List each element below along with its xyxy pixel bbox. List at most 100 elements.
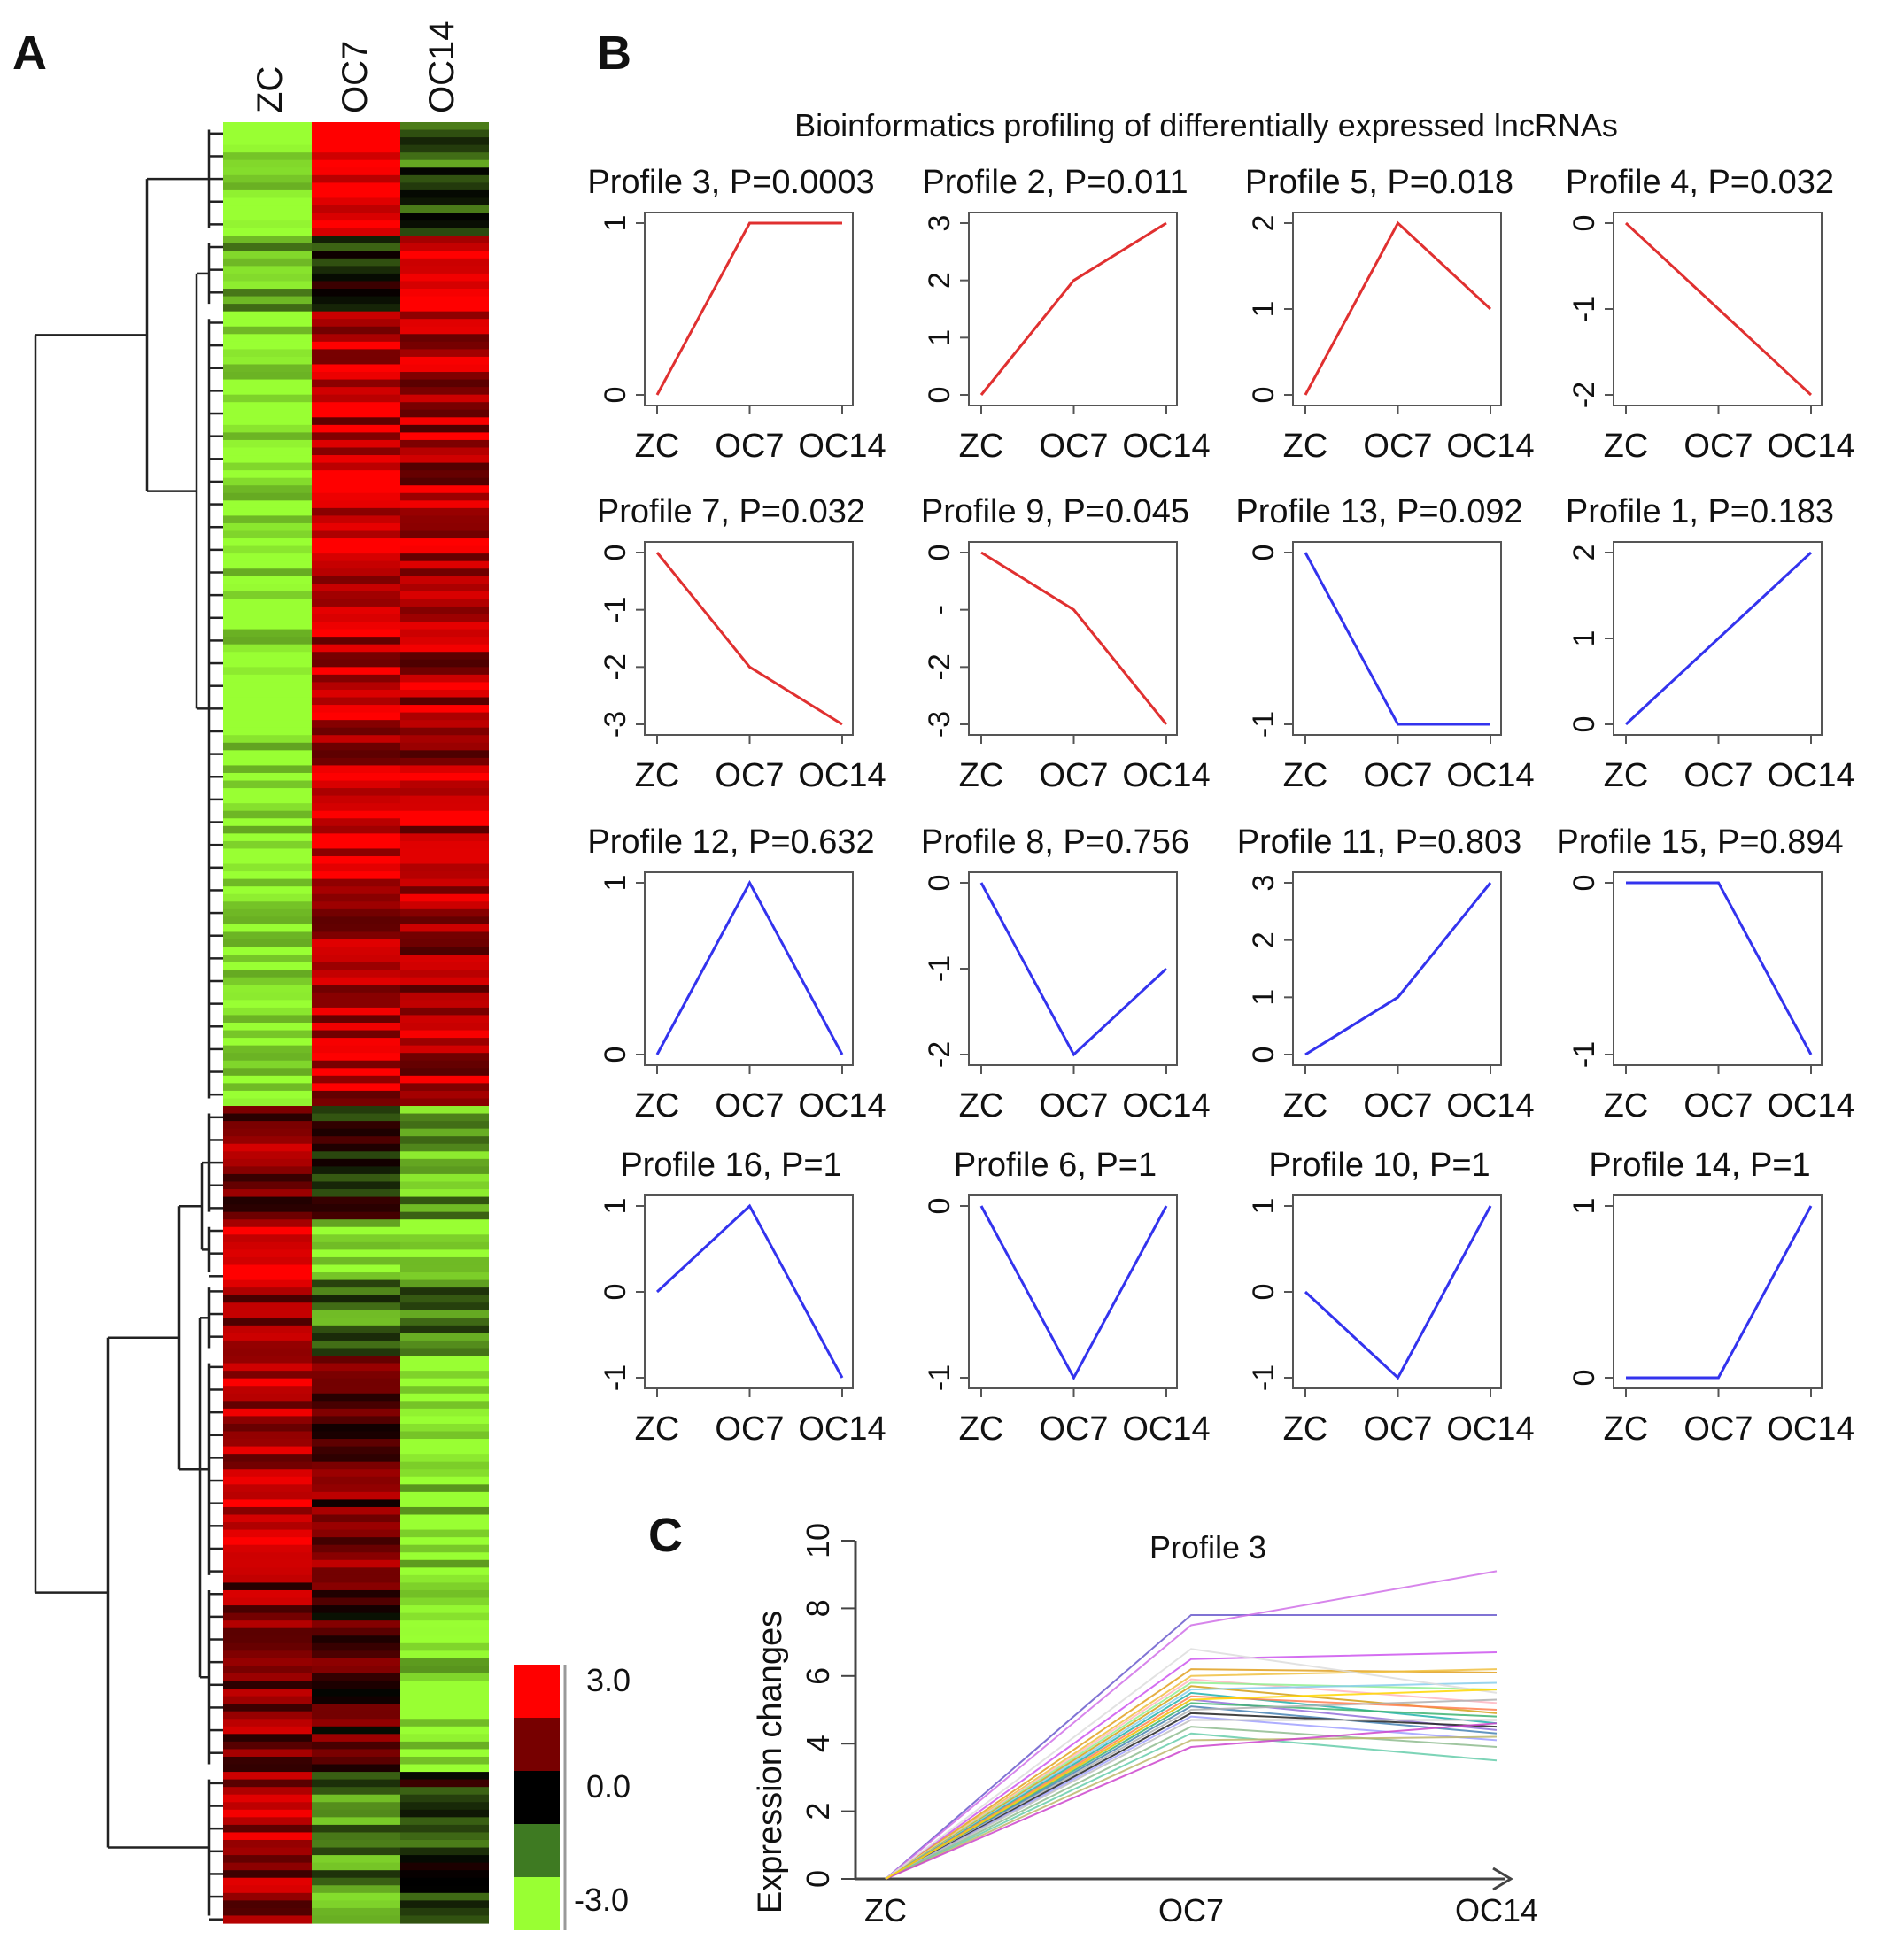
- heatmap-cell: [400, 167, 489, 176]
- heatmap-cell: [223, 1794, 312, 1803]
- heatmap-cell: [223, 122, 312, 131]
- heatmap-cell: [312, 833, 400, 842]
- x-tick-label: ZC: [635, 1087, 680, 1125]
- heatmap-cell: [223, 1226, 312, 1235]
- heatmap-cell: [223, 1030, 312, 1039]
- heatmap-cell: [312, 1000, 400, 1009]
- heatmap-cell: [223, 1832, 312, 1841]
- heatmap-cell: [223, 1007, 312, 1016]
- y-tick-label: 6: [800, 1667, 836, 1685]
- x-tick-label: OC7: [1683, 1411, 1753, 1448]
- heatmap-cell: [312, 281, 400, 290]
- heatmap-cell: [400, 1090, 489, 1100]
- heatmap-cell: [223, 697, 312, 706]
- series-line: [885, 1702, 1498, 1880]
- heatmap-cell: [223, 530, 312, 539]
- series-line: [885, 1705, 1498, 1880]
- heatmap-cell: [223, 1537, 312, 1546]
- heatmap-cell: [312, 1900, 400, 1909]
- panel-c-title: Profile 3: [1149, 1529, 1266, 1565]
- heatmap-cell: [400, 1855, 489, 1864]
- x-tick-label: ZC: [635, 757, 680, 794]
- heatmap-cell: [400, 220, 489, 229]
- heatmap-cell: [223, 584, 312, 592]
- heatmap-cell: [312, 530, 400, 539]
- heatmap-cell: [223, 1446, 312, 1455]
- y-tick-label: 10: [800, 1523, 836, 1558]
- y-tick-label: -1: [923, 1364, 956, 1391]
- heatmap-cell: [312, 1015, 400, 1024]
- heatmap-cell: [400, 697, 489, 706]
- profile-chart: Profile 9, P=0.045 ZC OC7 OC14 -3 -2 - 0: [921, 493, 1211, 794]
- heatmap-cell: [400, 1824, 489, 1834]
- y-tick-label: -2: [923, 653, 956, 680]
- heatmap-cell: [312, 507, 400, 517]
- heatmap-cell: [223, 545, 312, 554]
- heatmap-cell: [400, 1877, 489, 1886]
- heatmap-cell: [400, 1544, 489, 1553]
- heatmap-cell: [312, 970, 400, 978]
- heatmap-cell: [400, 1226, 489, 1235]
- heatmap-cell: [400, 795, 489, 804]
- heatmap-cell: [400, 1627, 489, 1636]
- heatmap-cell: [223, 985, 312, 993]
- profiles-title: Bioinformatics profiling of differential…: [794, 107, 1618, 143]
- heatmap-cell: [400, 1734, 489, 1743]
- heatmap-cell: [312, 712, 400, 721]
- heatmap-cell: [400, 1287, 489, 1296]
- heatmap-cell: [312, 1794, 400, 1803]
- heatmap-cell: [223, 599, 312, 607]
- heatmap-cell: [400, 1211, 489, 1220]
- heatmap-cell: [223, 1802, 312, 1811]
- y-tick-label: 0: [923, 545, 956, 561]
- heatmap-cell: [400, 1143, 489, 1152]
- heatmap-cell: [223, 757, 312, 767]
- heatmap-cell: [400, 629, 489, 638]
- heatmap-cell: [223, 417, 312, 426]
- legend-swatch: [514, 1771, 560, 1824]
- profile-line: [1624, 221, 1813, 397]
- profile-title: Profile 1, P=0.183: [1566, 493, 1834, 530]
- profile-line: [979, 221, 1167, 396]
- y-tick-label: 0: [1247, 1047, 1281, 1063]
- heatmap-cell: [223, 576, 312, 584]
- heatmap-cell: [223, 1166, 312, 1175]
- heatmap-cell: [400, 1279, 489, 1288]
- x-tick-label: ZC: [1283, 1411, 1328, 1448]
- heatmap-cell: [312, 803, 400, 812]
- heatmap-cell: [223, 220, 312, 229]
- heatmap-cell: [312, 1030, 400, 1039]
- profile-line: [980, 551, 1168, 725]
- heatmap-cell: [223, 1098, 312, 1107]
- heatmap-cell: [312, 1711, 400, 1720]
- heatmap-cell: [400, 803, 489, 812]
- heatmap-cell: [312, 1143, 400, 1152]
- heatmap-cell: [312, 129, 400, 138]
- heatmap-cell: [312, 720, 400, 729]
- heatmap-cell: [400, 137, 489, 146]
- heatmap-cell: [400, 840, 489, 850]
- heatmap-cell: [312, 848, 400, 857]
- heatmap-column-label: OC7: [336, 41, 375, 113]
- heatmap-cell: [312, 1219, 400, 1228]
- heatmap-cell: [400, 848, 489, 857]
- series-line: [885, 1735, 1498, 1880]
- x-tick-label: OC14: [798, 1087, 886, 1125]
- heatmap-cell: [223, 349, 312, 358]
- heatmap-cell: [223, 1310, 312, 1318]
- heatmap-cell: [312, 1666, 400, 1674]
- heatmap-cell: [312, 1211, 400, 1220]
- profile-title: Profile 16, P=1: [620, 1147, 841, 1184]
- x-axis-arrow: [1492, 1867, 1513, 1891]
- heatmap-cell: [312, 1295, 400, 1303]
- series-line: [885, 1722, 1498, 1880]
- heatmap-cell: [223, 228, 312, 236]
- heatmap-cell: [312, 1106, 400, 1115]
- heatmap-cell: [223, 947, 312, 955]
- heatmap-cell: [312, 622, 400, 630]
- heatmap-cell: [312, 644, 400, 653]
- heatmap-cell: [400, 1166, 489, 1175]
- heatmap-cell: [400, 1378, 489, 1387]
- profile-frame: [968, 541, 1178, 736]
- heatmap-cell: [312, 1408, 400, 1418]
